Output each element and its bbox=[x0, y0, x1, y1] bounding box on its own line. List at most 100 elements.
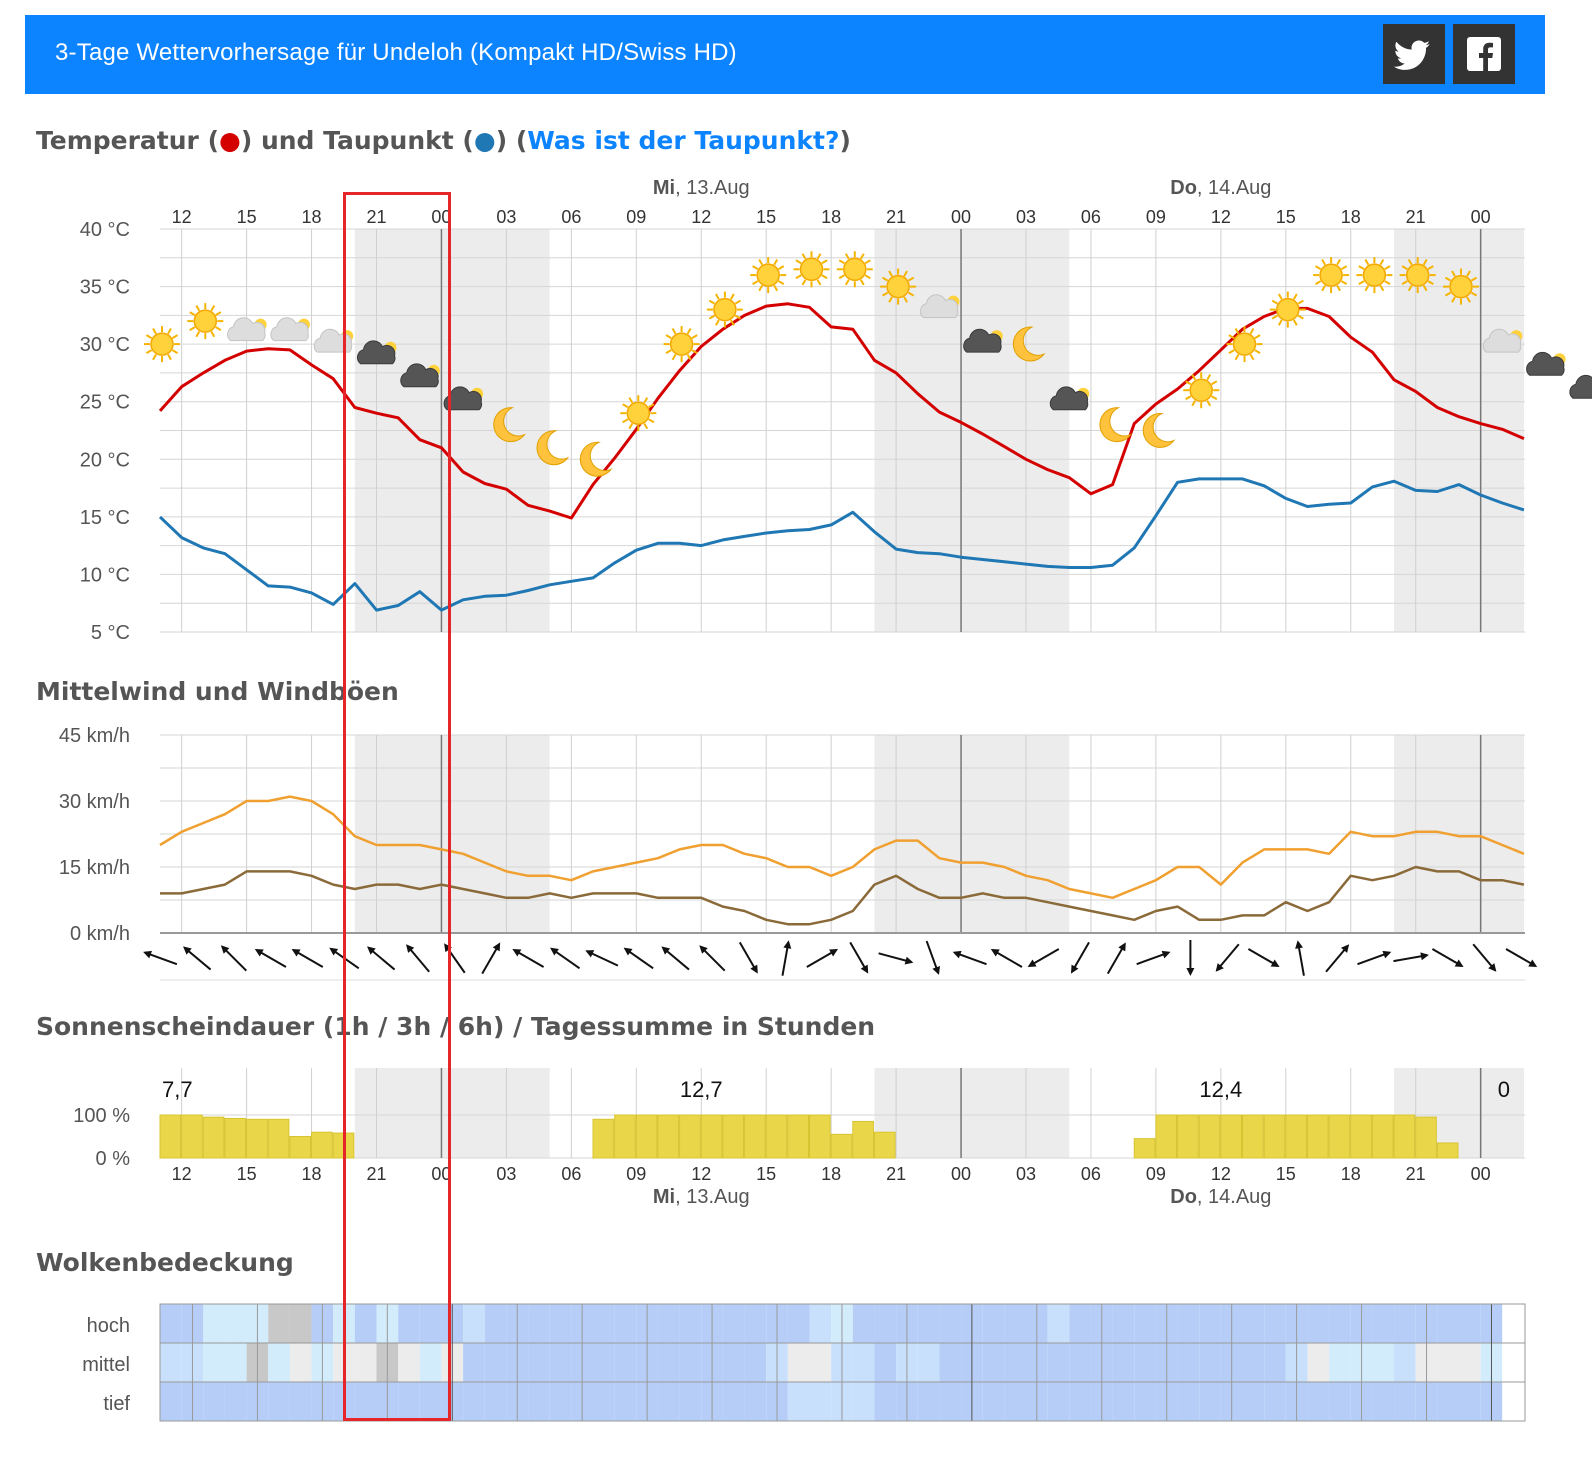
wind-direction-arrow bbox=[806, 949, 838, 968]
sun-ray bbox=[1321, 259, 1326, 266]
cloud-cell bbox=[268, 1382, 290, 1421]
cloud-cell bbox=[809, 1382, 832, 1421]
arrow-head bbox=[1528, 959, 1538, 967]
cloud-cell bbox=[484, 1343, 507, 1382]
cloud-cell bbox=[224, 1343, 247, 1382]
sun-ray bbox=[171, 349, 179, 354]
wind-direction-arrow bbox=[1071, 941, 1090, 974]
sun-ray bbox=[1384, 280, 1391, 285]
dewpoint-info-link[interactable]: Was ist der Taupunkt? bbox=[527, 126, 840, 155]
sun-icon bbox=[880, 268, 917, 305]
cloud-cell bbox=[787, 1382, 810, 1421]
twitter-icon[interactable] bbox=[1383, 24, 1445, 84]
wind-direction-arrow bbox=[849, 941, 869, 974]
y-tick-label: 20 °C bbox=[80, 449, 130, 471]
cloud-cell bbox=[463, 1304, 485, 1343]
arrow-head bbox=[1118, 942, 1126, 952]
moon-icon bbox=[1012, 326, 1046, 362]
sun-ray bbox=[1466, 296, 1471, 303]
moon-shape bbox=[1099, 407, 1133, 443]
sunshine-bar bbox=[852, 1120, 874, 1159]
sun-ray bbox=[215, 311, 222, 316]
x-tick-label: 06 bbox=[561, 1164, 581, 1184]
cloud-cell bbox=[1372, 1343, 1395, 1382]
sun-ray bbox=[778, 265, 785, 270]
cloud-cell bbox=[224, 1304, 247, 1343]
darkcloud-icon bbox=[1526, 351, 1566, 376]
arrow-head bbox=[143, 950, 152, 959]
cloud-cell bbox=[1307, 1382, 1330, 1421]
sun-ray bbox=[816, 253, 822, 260]
moon-icon bbox=[1099, 407, 1133, 443]
arrow-head bbox=[1161, 950, 1171, 959]
sun-ray bbox=[1451, 270, 1456, 277]
daily-sun-total: 7,7 bbox=[162, 1077, 193, 1102]
sun-ray bbox=[1340, 265, 1348, 270]
day-label: Do, 14.Aug bbox=[1170, 1186, 1271, 1208]
sun-ray bbox=[1379, 259, 1385, 266]
sun-ray bbox=[801, 279, 807, 286]
sun-icon bbox=[1183, 372, 1220, 409]
cloud-cell bbox=[1004, 1382, 1026, 1421]
arrow-head bbox=[623, 947, 633, 956]
highlight-frame bbox=[343, 192, 451, 1421]
cloud-cell bbox=[1177, 1343, 1200, 1382]
sunshine-bar bbox=[679, 1114, 701, 1159]
x-tick-label: 00 bbox=[951, 207, 971, 227]
sun-disc bbox=[1232, 332, 1257, 356]
sun-ray bbox=[1206, 374, 1212, 381]
sunshine-bar bbox=[1328, 1114, 1351, 1159]
sun-ray bbox=[210, 330, 216, 338]
cloud-cell bbox=[614, 1382, 637, 1421]
cloud-cell bbox=[593, 1382, 615, 1421]
moon-shape bbox=[1142, 412, 1176, 448]
moon-shape bbox=[1012, 326, 1046, 362]
wind-direction-arrow bbox=[550, 947, 581, 970]
cloud-cell bbox=[1242, 1382, 1265, 1421]
cloud-cell bbox=[679, 1304, 702, 1343]
cloud-cell bbox=[549, 1304, 572, 1343]
facebook-icon[interactable] bbox=[1453, 24, 1515, 84]
darkcloud-icon bbox=[1049, 386, 1090, 411]
sun-ray bbox=[882, 291, 889, 297]
daily-sun-total: 12,4 bbox=[1199, 1077, 1242, 1102]
x-tick-label: 18 bbox=[1341, 207, 1361, 227]
x-tick-label: 03 bbox=[1016, 207, 1036, 227]
sun-ray bbox=[1271, 299, 1278, 305]
moon-icon bbox=[493, 407, 526, 443]
sun-ray bbox=[1315, 265, 1322, 270]
cloud-cell bbox=[528, 1343, 550, 1382]
sunshine-bar bbox=[289, 1136, 312, 1159]
cloud-cell bbox=[1134, 1382, 1156, 1421]
sun-ray bbox=[628, 423, 634, 430]
sun-ray bbox=[758, 259, 764, 266]
cloud-cell bbox=[1437, 1304, 1459, 1343]
cloud-cell bbox=[809, 1343, 832, 1382]
sun-ray bbox=[648, 403, 655, 409]
cloud-cell bbox=[1394, 1382, 1416, 1421]
cloud-cell bbox=[549, 1382, 572, 1421]
cloud-cell bbox=[1069, 1304, 1091, 1343]
sunshine-bar bbox=[181, 1114, 203, 1159]
x-tick-label: 00 bbox=[431, 207, 451, 227]
cloud-cell bbox=[419, 1304, 442, 1343]
wind-direction-arrow bbox=[1027, 948, 1060, 967]
sunshine-bar bbox=[1220, 1114, 1242, 1159]
sun-ray bbox=[844, 253, 850, 260]
sun-ray bbox=[171, 334, 179, 339]
cloud-cell bbox=[787, 1343, 810, 1382]
night-band bbox=[874, 1068, 1070, 1158]
arrow-head bbox=[750, 964, 758, 974]
cloud-cell bbox=[744, 1304, 767, 1343]
sun-ray bbox=[189, 326, 196, 331]
cloud-cell bbox=[982, 1382, 1005, 1421]
cloud-cell bbox=[917, 1382, 940, 1421]
darkcloud-icon bbox=[443, 386, 484, 411]
sunshine-bar bbox=[1133, 1138, 1156, 1159]
sun-icon bbox=[663, 326, 700, 363]
x-tick-label: 18 bbox=[302, 207, 322, 227]
cloud-cell bbox=[852, 1343, 875, 1382]
sunshine-bar bbox=[1177, 1114, 1199, 1159]
x-tick-label: 12 bbox=[1211, 207, 1231, 227]
x-tick-label: 18 bbox=[302, 1164, 322, 1184]
